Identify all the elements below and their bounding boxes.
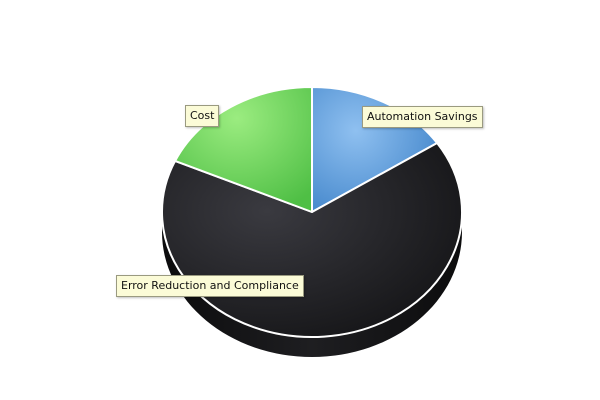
slice-label-cost: Cost (185, 105, 220, 127)
slice-cost (174, 86, 313, 213)
slice-label-automation-savings: Automation Savings (362, 106, 483, 128)
slice-label-error-reduction: Error Reduction and Compliance (116, 275, 304, 297)
